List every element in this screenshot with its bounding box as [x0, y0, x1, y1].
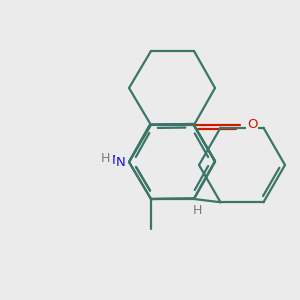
Text: H: H	[100, 152, 110, 164]
Text: H: H	[192, 205, 202, 218]
Text: O: O	[247, 118, 257, 131]
Text: N: N	[112, 154, 122, 166]
Text: N: N	[116, 155, 126, 169]
